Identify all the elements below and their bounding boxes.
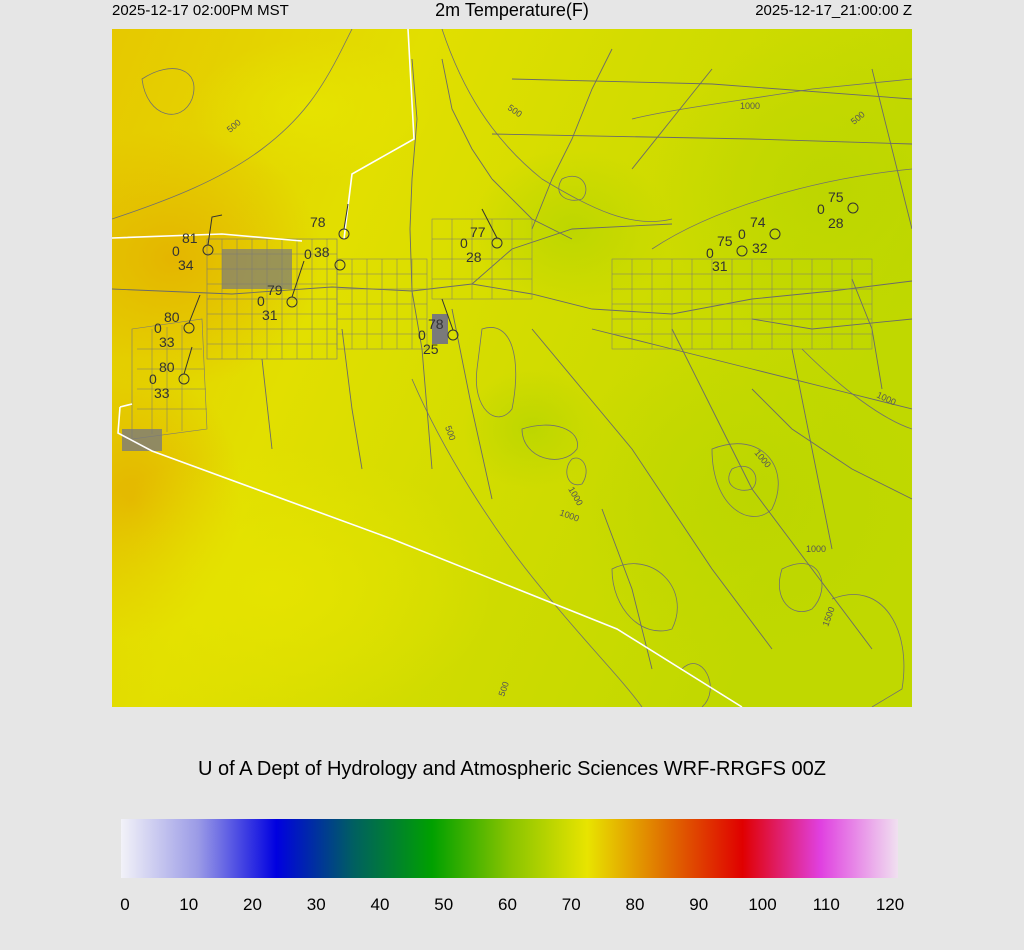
station-gust: 0 — [817, 201, 825, 217]
station-dew: 33 — [154, 385, 170, 401]
station-dew: 34 — [178, 257, 194, 273]
contour-label: 500 — [496, 680, 511, 698]
colorbar-tick-label: 60 — [498, 895, 517, 914]
station-dew: 38 — [314, 244, 330, 260]
colorbar-tick-label: 80 — [625, 895, 645, 914]
contour-label: 500 — [443, 424, 458, 442]
temperature-field — [112, 29, 912, 707]
urban-grids — [122, 218, 873, 451]
station-dew: 28 — [466, 249, 482, 265]
station-gust: 0 — [257, 293, 265, 309]
station-dew: 31 — [262, 307, 278, 323]
map-title: 2m Temperature(F) — [435, 0, 589, 20]
station-temp: 80 — [164, 309, 180, 325]
station-gust: 0 — [418, 327, 426, 343]
contour-label: 1000 — [740, 101, 760, 111]
station-temp: 78 — [428, 316, 444, 332]
station-plot: 78 0 25 — [418, 298, 459, 357]
station-dew: 31 — [712, 258, 728, 274]
station-plot: 77 0 28 — [460, 208, 503, 265]
contour-label: 1000 — [806, 544, 826, 554]
station-temp: 75 — [828, 189, 844, 205]
colorbar-tick-label: 0 — [120, 895, 130, 914]
colorbar-tick-label: 20 — [243, 895, 262, 914]
station-plot: 81 0 34 — [172, 214, 223, 273]
station-gust: 0 — [304, 246, 312, 262]
station-temp: 79 — [267, 282, 283, 298]
local-time-label: 2025-12-17 02:00PM MST — [112, 2, 289, 19]
station-plot: 79 0 31 — [257, 260, 305, 323]
station-temp: 78 — [310, 214, 326, 230]
station-plot: 80 0 33 — [149, 346, 193, 401]
colorbar-tick-label: 10 — [179, 895, 199, 914]
colorbar-tick-labels: 0 10 20 30 40 50 60 70 80 90 100 110 120 — [0, 895, 1024, 917]
station-gust: 0 — [149, 371, 157, 387]
model-credit: U of A Dept of Hydrology and Atmospheric… — [197, 758, 827, 780]
station-plot: 80 0 33 — [154, 294, 201, 350]
station-plots: 81 0 34 78 0 38 79 0 31 — [149, 189, 859, 401]
colorbar-tick-label: 70 — [561, 895, 581, 914]
colorbar-tick-label: 100 — [748, 895, 777, 914]
station-gust: 0 — [460, 235, 468, 251]
station-temp: 77 — [470, 224, 486, 240]
station-plot: 74 0 32 — [738, 214, 781, 256]
station-dew: 32 — [752, 240, 768, 256]
station-gust: 0 — [154, 320, 162, 336]
station-plot: 75 0 28 — [817, 189, 859, 231]
station-gust: 0 — [172, 243, 180, 259]
station-dew: 25 — [423, 341, 439, 357]
temperature-colorbar — [121, 819, 898, 878]
temperature-map: 500 500 1000 500 500 1000 1000 1000 1000… — [112, 29, 912, 707]
terrain-contours — [112, 29, 912, 707]
colorbar-tick-label: 120 — [875, 895, 905, 914]
colorbar-tick-label: 110 — [812, 895, 840, 914]
station-temp: 75 — [717, 233, 733, 249]
station-gust: 0 — [706, 245, 714, 261]
station-temp: 80 — [159, 359, 175, 375]
colorbar-tick-label: 50 — [434, 895, 454, 914]
colorbar-tick-label: 40 — [370, 895, 390, 914]
station-plot: 75 0 31 — [706, 233, 748, 274]
colorbar-tick-label: 90 — [689, 895, 709, 914]
station-temp: 81 — [182, 230, 198, 246]
colorbar-tick-label: 30 — [306, 895, 326, 914]
station-dew: 28 — [828, 215, 844, 231]
station-dew: 33 — [159, 334, 175, 350]
station-plot: 78 0 38 — [304, 203, 350, 271]
station-temp: 74 — [750, 214, 766, 230]
station-gust: 0 — [738, 226, 746, 242]
valid-time-label: 2025-12-17_21:00:00 Z — [755, 2, 912, 19]
